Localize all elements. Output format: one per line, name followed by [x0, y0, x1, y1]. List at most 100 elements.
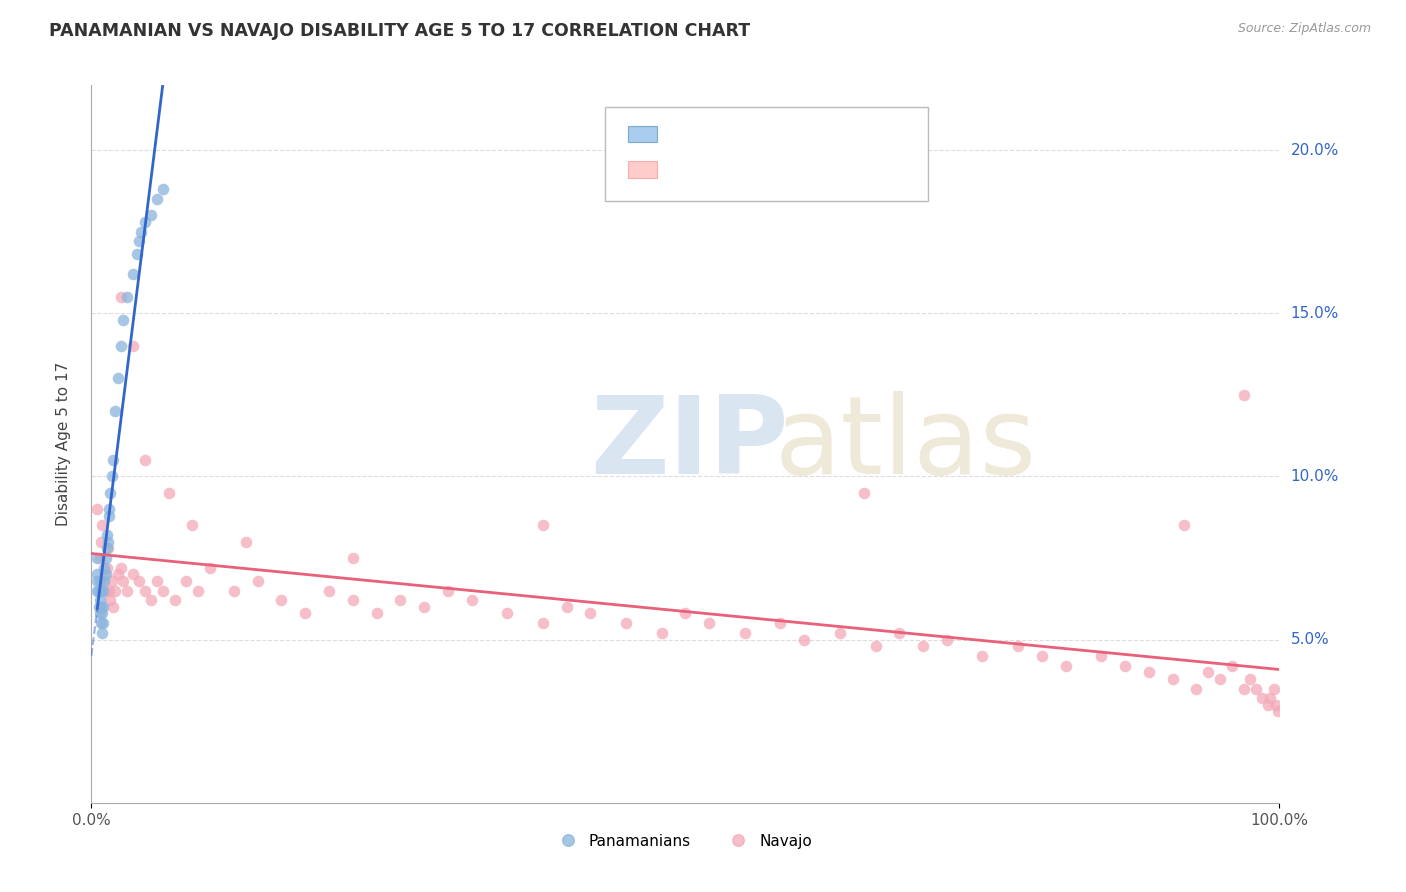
- Point: [115, 290, 138, 304]
- Point: [1031, 648, 1053, 663]
- Point: [163, 593, 186, 607]
- Point: [128, 235, 150, 249]
- Point: [436, 583, 458, 598]
- Point: [90, 583, 112, 598]
- Point: [134, 453, 156, 467]
- Point: [122, 567, 145, 582]
- Point: [89, 574, 111, 588]
- Point: [139, 208, 162, 222]
- Point: [101, 453, 124, 467]
- Point: [139, 593, 162, 607]
- Point: [87, 583, 110, 598]
- Point: [93, 567, 115, 582]
- Point: [1239, 672, 1261, 686]
- Point: [972, 648, 994, 663]
- Point: [1161, 672, 1184, 686]
- Point: [86, 502, 108, 516]
- Y-axis label: Disability Age 5 to 17: Disability Age 5 to 17: [56, 361, 70, 526]
- Point: [793, 632, 815, 647]
- Point: [1257, 698, 1279, 712]
- Text: R = -0.258: R = -0.258: [668, 162, 758, 177]
- Point: [413, 599, 436, 614]
- Point: [94, 567, 117, 582]
- Point: [115, 583, 138, 598]
- Point: [104, 404, 127, 418]
- Text: ZIP: ZIP: [591, 391, 789, 497]
- Point: [342, 593, 364, 607]
- Point: [104, 583, 127, 598]
- Point: [86, 583, 108, 598]
- Point: [91, 583, 114, 598]
- Point: [98, 502, 121, 516]
- Point: [697, 616, 720, 631]
- Point: [152, 182, 174, 196]
- Point: [1185, 681, 1208, 696]
- Point: [89, 607, 111, 621]
- Point: [86, 567, 108, 582]
- Text: Source: ZipAtlas.com: Source: ZipAtlas.com: [1237, 22, 1371, 36]
- Point: [1264, 698, 1286, 712]
- Point: [734, 626, 756, 640]
- Point: [112, 312, 135, 326]
- Point: [91, 599, 114, 614]
- Point: [110, 290, 132, 304]
- Point: [222, 583, 245, 598]
- Text: atlas: atlas: [775, 391, 1036, 497]
- Point: [97, 541, 120, 556]
- Point: [98, 583, 121, 598]
- Point: [1233, 681, 1256, 696]
- Point: [246, 574, 269, 588]
- Point: [87, 599, 110, 614]
- Point: [145, 574, 167, 588]
- Point: [86, 551, 108, 566]
- Text: 10.0%: 10.0%: [1291, 469, 1339, 483]
- Point: [101, 599, 124, 614]
- Point: [157, 485, 180, 500]
- Point: [270, 593, 292, 607]
- Point: [96, 528, 118, 542]
- Point: [496, 607, 519, 621]
- Point: [579, 607, 602, 621]
- Point: [1114, 658, 1136, 673]
- Point: [1220, 658, 1243, 673]
- Point: [852, 485, 875, 500]
- Point: [1233, 388, 1256, 402]
- Point: [122, 339, 145, 353]
- Point: [110, 339, 132, 353]
- Text: 15.0%: 15.0%: [1291, 306, 1339, 321]
- Point: [93, 574, 115, 588]
- Point: [97, 534, 120, 549]
- Point: [91, 626, 114, 640]
- Point: [90, 534, 112, 549]
- Point: [90, 599, 112, 614]
- Point: [865, 639, 887, 653]
- Point: [389, 593, 412, 607]
- Text: R =  0.508: R = 0.508: [668, 127, 756, 141]
- Point: [828, 626, 851, 640]
- Point: [935, 632, 957, 647]
- Point: [1007, 639, 1029, 653]
- Point: [125, 247, 148, 261]
- Point: [145, 192, 167, 206]
- Point: [1137, 665, 1160, 680]
- Point: [1267, 705, 1289, 719]
- Point: [107, 567, 129, 582]
- Point: [91, 574, 114, 588]
- Text: PANAMANIAN VS NAVAJO DISABILITY AGE 5 TO 17 CORRELATION CHART: PANAMANIAN VS NAVAJO DISABILITY AGE 5 TO…: [49, 22, 751, 40]
- Point: [100, 593, 122, 607]
- Point: [96, 561, 118, 575]
- Point: [366, 607, 388, 621]
- Point: [89, 593, 111, 607]
- Point: [1250, 691, 1272, 706]
- Point: [181, 518, 204, 533]
- Text: 5.0%: 5.0%: [1291, 632, 1329, 647]
- Point: [614, 616, 637, 631]
- Point: [134, 583, 156, 598]
- Point: [100, 485, 122, 500]
- Point: [110, 561, 132, 575]
- Point: [342, 551, 364, 566]
- Point: [460, 593, 482, 607]
- Point: [769, 616, 792, 631]
- Point: [1209, 672, 1232, 686]
- Point: [96, 541, 118, 556]
